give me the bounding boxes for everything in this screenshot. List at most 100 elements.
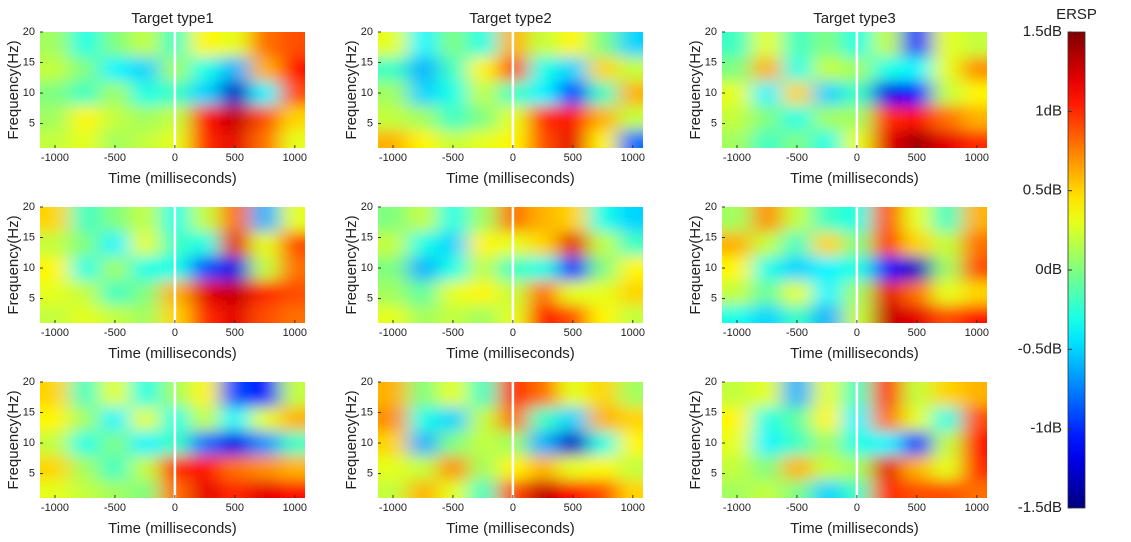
heatmap-cell [812,256,842,281]
heatmap-cell [250,455,280,480]
heatmap-cell [130,105,160,130]
x-axis-label: Time (milliseconds) [790,345,919,362]
y-tick-label: 10 [23,87,35,99]
heatmap-cell [70,280,100,305]
y-tick-label: 10 [705,437,717,449]
heatmap-cell [962,231,1018,256]
heatmap-cell [618,56,674,81]
heatmap-cell [280,406,336,431]
heatmap-cell [588,431,618,456]
heatmap-cell [812,231,842,256]
heatmap-cell [468,81,498,106]
heatmap-cell [438,280,468,305]
heatmap-cell [190,231,220,256]
x-tick-label: -500 [104,327,126,339]
heatmap-cell [408,406,438,431]
heatmap-cell [100,455,130,480]
x-tick-label: 0 [510,502,516,514]
heatmap-cell [588,352,618,407]
heatmap-cell [528,231,558,256]
heatmap-cell [528,256,558,281]
x-tick-label: 0 [172,502,178,514]
heatmap-cell [220,56,250,81]
heatmap-cell [558,256,588,281]
heatmap-cell [558,455,588,480]
heatmap-cell [558,81,588,106]
y-tick-label: 5 [367,117,373,129]
heatmap-cell [408,352,438,407]
y-tick-label: 15 [361,56,373,68]
x-tick-label: 500 [564,152,582,164]
colorbar-tick-label: 0dB [1035,261,1062,278]
x-tick-label: -1000 [41,152,69,164]
heatmap-cell [70,105,100,130]
heatmap-cell [962,406,1018,431]
heatmap-cell [280,177,336,232]
y-tick-label: 15 [361,406,373,418]
heatmap-cell [250,305,280,354]
heatmap-cell [932,81,962,106]
heatmap-cell [962,81,1018,106]
heatmap-cell [782,231,812,256]
heatmap-cell [250,480,280,529]
heatmap-cell [100,280,130,305]
x-tick-label: 1000 [621,152,645,164]
y-tick-label: 20 [361,26,373,38]
y-tick-label: 10 [705,87,717,99]
heatmap-cell [280,455,336,480]
y-tick-label: 5 [29,467,35,479]
x-tick-label: 500 [564,502,582,514]
heatmap-cell [782,406,812,431]
x-axis-label: Time (milliseconds) [790,170,919,187]
heatmap-cell [558,56,588,81]
x-axis-label: Time (milliseconds) [446,520,575,537]
heatmap-cell [100,256,130,281]
x-tick-label: 0 [510,327,516,339]
heatmap-cell [438,455,468,480]
colorbar-tick-label: 1dB [1035,102,1062,119]
heatmap-cell [220,431,250,456]
heatmap-cell [902,81,932,106]
x-tick-label: 0 [854,327,860,339]
x-tick-label: 0 [854,502,860,514]
heatmap-cell [438,231,468,256]
heatmap-cell [782,81,812,106]
heatmap-cell [962,352,1018,407]
heatmap-cell [782,280,812,305]
heatmap-cell [250,280,280,305]
y-axis-label: Frequency(Hz) [687,215,704,314]
y-tick-label: 20 [23,26,35,38]
heatmap-cell [962,280,1018,305]
y-tick-label: 10 [361,437,373,449]
heatmap-cell [250,406,280,431]
y-axis-label: Frequency(Hz) [343,215,360,314]
heatmap-cell [220,455,250,480]
heatmap-cell [962,256,1018,281]
heatmap-cell [468,280,498,305]
heatmap-cell [130,280,160,305]
y-tick-label: 10 [23,262,35,274]
x-axis-label: Time (milliseconds) [790,520,919,537]
x-tick-label: 1000 [283,327,307,339]
heatmap-cell [280,256,336,281]
y-tick-label: 20 [705,201,717,213]
heatmap-cell [618,352,674,407]
x-tick-label: 1000 [621,327,645,339]
y-axis-label: Frequency(Hz) [343,40,360,139]
heatmap-cell [932,56,962,81]
heatmap-cell [962,455,1018,480]
heatmap-cell [932,280,962,305]
heatmap-cell [408,455,438,480]
heatmap-cell [250,56,280,81]
heatmap-cell [902,406,932,431]
heatmap-cell [468,56,498,81]
y-tick-label: 20 [361,201,373,213]
heatmap-cell [588,231,618,256]
heatmap-cell [752,280,782,305]
heatmap-cell [190,280,220,305]
x-tick-label: -1000 [723,327,751,339]
x-tick-label: 1000 [621,502,645,514]
heatmap-cell [130,81,160,106]
x-tick-label: -1000 [379,502,407,514]
heatmap-cell [932,105,962,130]
